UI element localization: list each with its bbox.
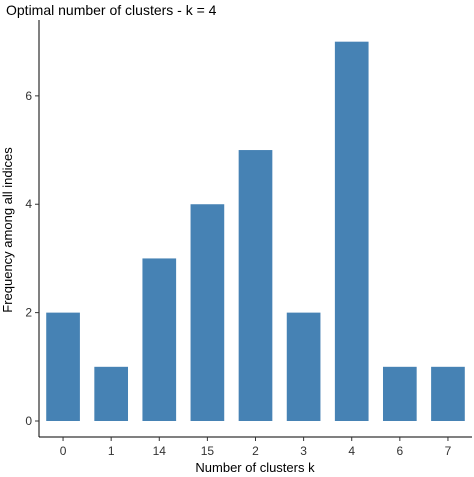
x-tick-label-15: 15 (201, 444, 215, 458)
x-tick-label-14: 14 (153, 444, 167, 458)
bar-7 (431, 366, 465, 421)
bar-0 (46, 312, 80, 421)
bars-group (46, 41, 465, 422)
bar-2 (238, 150, 273, 422)
bar-6 (382, 366, 417, 421)
bar-3 (286, 312, 321, 421)
x-tick-label-0: 0 (60, 444, 67, 458)
x-tick-label-3: 3 (300, 444, 307, 458)
y-tick-label-2: 2 (25, 306, 32, 320)
bar-4 (334, 41, 369, 422)
y-ticks-group: 0 2 4 6 (25, 89, 39, 428)
chart-title: Optimal number of clusters - k = 4 (6, 2, 217, 18)
x-tick-label-6: 6 (396, 444, 403, 458)
bar-14 (142, 258, 177, 421)
y-tick-label-0: 0 (25, 414, 32, 428)
x-ticks-group: 0 1 14 15 2 3 4 6 7 (60, 437, 452, 458)
y-axis-title: Frequency among all indices (0, 147, 15, 313)
bar-15 (190, 204, 225, 421)
x-tick-label-1: 1 (108, 444, 115, 458)
y-tick-label-6: 6 (25, 89, 32, 103)
x-axis-title: Number of clusters k (195, 460, 315, 475)
bar-1 (94, 366, 129, 421)
x-tick-label-7: 7 (445, 444, 452, 458)
x-tick-label-4: 4 (348, 444, 355, 458)
y-tick-label-4: 4 (25, 197, 32, 211)
x-tick-label-2: 2 (252, 444, 259, 458)
